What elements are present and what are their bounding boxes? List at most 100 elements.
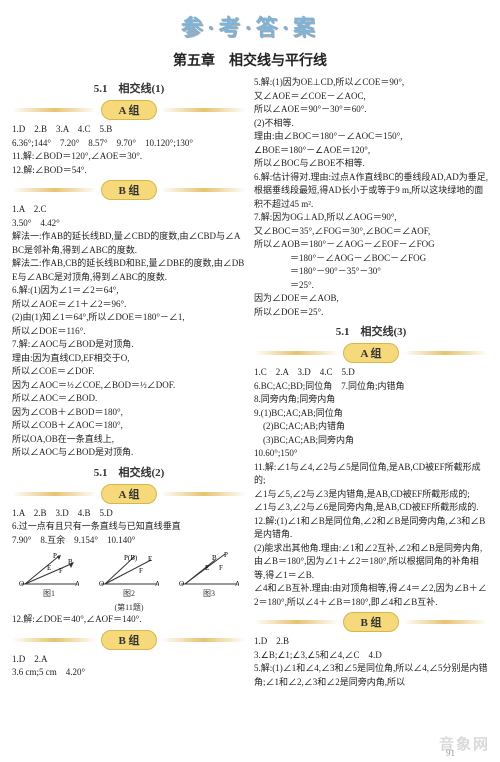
text: 所以∠BOC与∠BOE不相等. <box>254 157 488 171</box>
text: 解法一:作AB的延长线BD,量∠CBD的度数,由∠CBD与∠ABC是邻补角,得到… <box>12 230 246 257</box>
text: 又∠BOC＝35°,∠FOG＝30°,∠BOC＝∠AOF, <box>254 225 488 239</box>
fig2-label: 图2 <box>99 588 159 599</box>
text: 所以∠AOE＝90°－30°＝60°. <box>254 103 488 117</box>
figure-1: O A P B F E 图1 <box>19 550 79 599</box>
svg-text:B: B <box>68 558 73 566</box>
text: 又∠AOE＝∠COE－∠AOC, <box>254 90 488 104</box>
figure-3: O A P B F E 图3 <box>179 550 239 599</box>
text: 5.解:(1)∠1和∠4,∠3和∠5是同位角,所以∠4,∠5分别是内错角;∠1和… <box>254 662 488 689</box>
text: 所以∠COE＝∠DOF. <box>12 365 246 379</box>
text: 理由:由∠BOC＝180°－∠AOC＝150°, <box>254 130 488 144</box>
text: 1.C 2.A 3.D 4.C 5.D <box>254 366 488 380</box>
text: 所以∠DOE＝25°. <box>254 306 488 320</box>
text: 10.60°;150° <box>254 447 488 461</box>
text: ∠1与∠5,∠2与∠3是内错角,是AB,CD被EF所截形成的; <box>254 488 488 502</box>
group-a-pill: A 组 <box>343 343 398 363</box>
text: ∠BOE＝180°－∠AOE＝120°, <box>254 144 488 158</box>
text: (3)BC;AC;AB;同旁内角 <box>254 434 488 448</box>
text: 1.A 2.C <box>12 203 246 217</box>
text: 所以∠AOC与∠BOD是对顶角. <box>12 446 246 460</box>
text: 6.36°;144° 7.20° 8.57° 9.70° 10.120°;130… <box>12 137 246 151</box>
group-b-band-2: B 组 <box>12 630 246 650</box>
group-b-pill: B 组 <box>101 630 156 650</box>
text: 1.D 2.A <box>12 653 246 667</box>
text: 所以∠COB＋∠AOC＝180°, <box>12 419 246 433</box>
text: 3.6 cm;5 cm 4.20° <box>12 666 246 680</box>
page-main-title: 参·考·答·案 <box>0 0 500 48</box>
svg-text:O: O <box>19 580 24 588</box>
text: 1.D 2.B 3.A 4.C 5.B <box>12 123 246 137</box>
text: (2)BC;AC;AB;内错角 <box>254 420 488 434</box>
text: 1.D 2.B <box>254 635 488 649</box>
fig3-label: 图3 <box>179 588 239 599</box>
group-b-band-1: B 组 <box>12 180 246 200</box>
text: 因为∠COB＋∠BOD＝180°, <box>12 406 246 420</box>
svg-text:A: A <box>235 580 239 588</box>
text: 解法二:作AB,CB的延长线BD和BE,量∠DBE的度数,由∠DBE与∠ABC是… <box>12 257 246 284</box>
text: 1.A 2.B 3.D 4.B 5.D <box>12 507 246 521</box>
text: 因为∠DOE＝∠AOB, <box>254 292 488 306</box>
svg-text:P: P <box>53 552 57 560</box>
fig1-label: 图1 <box>19 588 79 599</box>
text: ＝25°. <box>254 279 488 293</box>
svg-text:B: B <box>212 554 217 562</box>
svg-text:P(B): P(B) <box>124 554 138 562</box>
figures-row: O A P B F E 图1 O A P(B) F E <box>12 550 246 599</box>
text: 8.同旁内角;同旁内角 <box>254 393 488 407</box>
text: 9.(1)BC;AC;AB;同位角 <box>254 407 488 421</box>
text: 理由:因为直线CD,EF相交于O, <box>12 352 246 366</box>
text: ∠1与∠3,∠2与∠6是同旁内角,是AB,CD被EF所截形成的. <box>254 501 488 515</box>
text: 6.BC;AC;BD;同位角 7.同位角;内错角 <box>254 380 488 394</box>
text: (2)不相等. <box>254 117 488 131</box>
text: 7.解:∠AOC与∠BOD是对顶角. <box>12 338 246 352</box>
section-513-title: 5.1 相交线(3) <box>254 323 488 339</box>
svg-text:O: O <box>179 580 184 588</box>
svg-text:O: O <box>99 580 104 588</box>
text: 7.90° 8.互余 9.154° 10.140° <box>12 534 246 548</box>
text: 3.∠B;∠1;∠3,∠5和∠4,∠C 4.D <box>254 649 488 663</box>
text: ＝180°－90°－35°－30° <box>254 265 488 279</box>
svg-text:P: P <box>224 551 228 559</box>
right-column: 5.解:(1)因为OE⊥CD,所以∠COE＝90°, 又∠AOE＝∠COE－∠A… <box>254 76 488 689</box>
text: 所以∠DOE＝116°. <box>12 325 246 339</box>
text: 12.解:(1)∠1和∠B是同位角,∠2和∠B是同旁内角,∠3和∠B是内错角. <box>254 515 488 542</box>
chapter-title: 第五章 相交线与平行线 <box>0 50 500 70</box>
text: 所以OA,OB在一条直线上, <box>12 433 246 447</box>
figures-caption: (第11题) <box>12 602 246 613</box>
text: 6.解:估计得对.理由:过点A作直线BC的垂线段AD,AD为垂足,根据垂线段最短… <box>254 171 488 212</box>
left-column: 5.1 相交线(1) A 组 1.D 2.B 3.A 4.C 5.B 6.36°… <box>12 76 246 689</box>
group-b-pill: B 组 <box>343 612 398 632</box>
text: 11.解:∠1与∠4,∠2与∠5是同位角,是AB,CD被EF所截形成的; <box>254 461 488 488</box>
text: 12.解:∠BOD＝54°. <box>12 164 246 178</box>
group-a-band-2: A 组 <box>12 484 246 504</box>
text: 6.过一点有且只有一条直线与已知直线垂直 <box>12 520 246 534</box>
columns-wrapper: 5.1 相交线(1) A 组 1.D 2.B 3.A 4.C 5.B 6.36°… <box>0 76 500 689</box>
text: 所以∠AOB＝180°－∠AOG－∠EOF－∠FOG <box>254 238 488 252</box>
group-b-pill: B 组 <box>101 180 156 200</box>
text: 所以∠AOC＝∠BOD. <box>12 392 246 406</box>
section-511-title: 5.1 相交线(1) <box>12 80 246 96</box>
svg-text:E: E <box>148 555 152 563</box>
text: (2)由(1)知∠1＝64°,所以∠DOE＝180°－∠1, <box>12 311 246 325</box>
svg-text:F: F <box>59 567 63 575</box>
text: 6.解:(1)因为∠1＝∠2＝64°, <box>12 284 246 298</box>
text: 因为∠AOC＝½∠COE,∠BOD＝½∠DOF. <box>12 379 246 393</box>
group-a-pill: A 组 <box>101 100 156 120</box>
section-512-title: 5.1 相交线(2) <box>12 464 246 480</box>
text: 所以∠AOE＝∠1＋∠2＝96°. <box>12 298 246 312</box>
group-b-band-3: B 组 <box>254 612 488 632</box>
group-a-pill: A 组 <box>101 484 156 504</box>
svg-text:E: E <box>47 564 51 572</box>
svg-text:A: A <box>75 580 79 588</box>
text: ＝180°－∠AOG－∠BOC－∠FOG <box>254 252 488 266</box>
svg-text:E: E <box>205 564 209 572</box>
figure-2: O A P(B) F E 图2 <box>99 550 159 599</box>
svg-text:A: A <box>155 580 159 588</box>
group-a-band-3: A 组 <box>254 343 488 363</box>
svg-text:F: F <box>219 564 223 572</box>
text: 7.解:因为OG⊥AD,所以∠AOG＝90°, <box>254 211 488 225</box>
text: ∠4和∠B互补.理由:由对顶角相等,得∠4＝∠2,因为∠B＋∠2＝180°,所以… <box>254 582 488 609</box>
text: 3.50° 4.42° <box>12 217 246 231</box>
text: 5.解:(1)因为OE⊥CD,所以∠COE＝90°, <box>254 76 488 90</box>
page-number: 91 <box>446 748 455 758</box>
